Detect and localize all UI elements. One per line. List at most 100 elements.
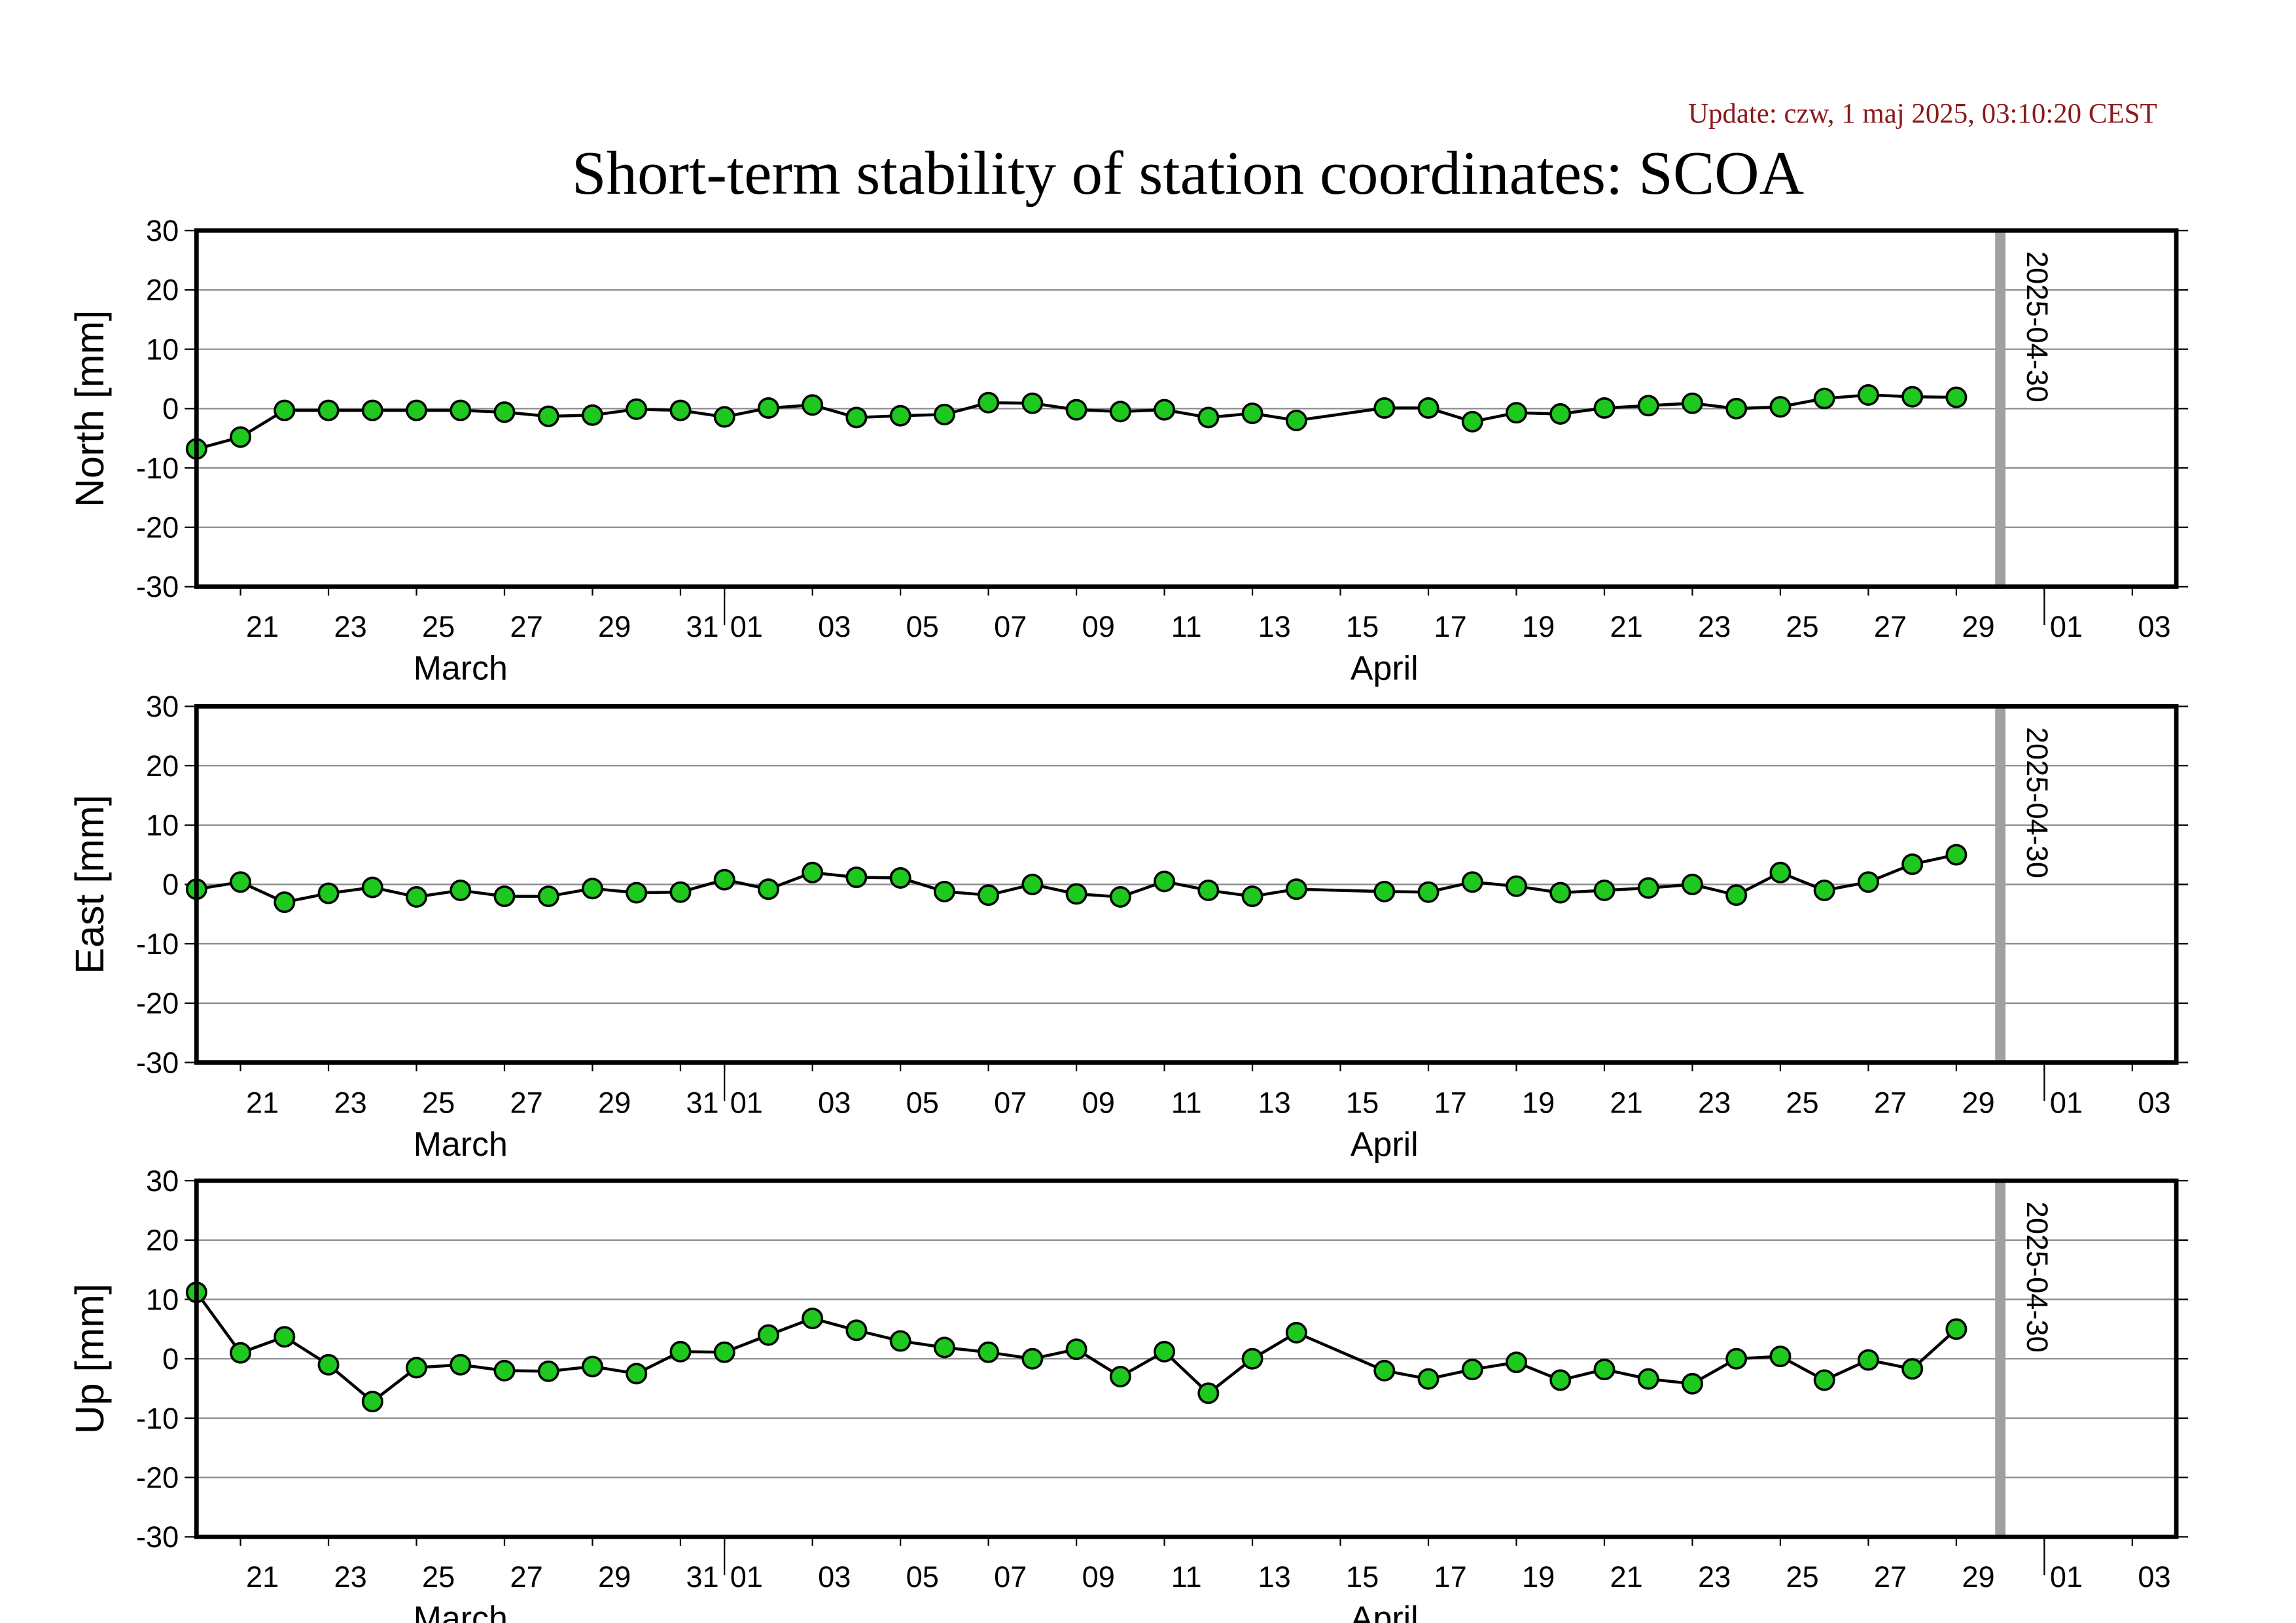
data-point xyxy=(757,878,779,901)
data-point xyxy=(1637,1368,1659,1390)
data-point xyxy=(1021,1347,1044,1370)
y-axis-label: North [mm] xyxy=(67,310,112,507)
series-line xyxy=(196,393,1956,451)
x-tick-label: 19 xyxy=(1522,610,1555,643)
update-note: Update: czw, 1 maj 2025, 03:10:20 CEST xyxy=(1688,98,2157,129)
x-tick-label: 27 xyxy=(510,610,543,643)
data-point xyxy=(1109,1365,1131,1387)
month-label: March xyxy=(414,1600,508,1623)
data-point xyxy=(1593,880,1616,901)
x-tick-label: 03 xyxy=(818,1560,851,1594)
x-tick-label: 15 xyxy=(1346,1560,1379,1594)
data-point xyxy=(1813,387,1835,410)
data-point xyxy=(230,426,252,448)
data-point xyxy=(626,882,648,904)
data-point xyxy=(1241,885,1263,908)
data-point xyxy=(1197,880,1220,901)
data-point xyxy=(933,403,955,425)
data-point xyxy=(757,1324,779,1346)
x-tick-label: 29 xyxy=(598,1086,631,1119)
x-tick-label: 25 xyxy=(1786,1086,1818,1119)
x-tick-label: 21 xyxy=(246,1560,279,1594)
data-point xyxy=(669,881,692,903)
data-point xyxy=(581,878,603,900)
data-point xyxy=(493,1359,516,1382)
x-tick-label: 25 xyxy=(1786,610,1818,643)
data-point xyxy=(845,406,868,429)
data-point xyxy=(1549,1369,1572,1391)
reference-label: 2025-04-30 xyxy=(2021,727,2054,878)
data-point xyxy=(1945,386,1968,408)
x-tick-label: 15 xyxy=(1346,1086,1379,1119)
x-tick-label: 05 xyxy=(906,610,939,643)
data-point xyxy=(626,398,648,420)
data-point xyxy=(450,1353,472,1376)
x-tick-label: 03 xyxy=(2138,1560,2170,1594)
x-tick-label: 27 xyxy=(1874,610,1907,643)
data-point xyxy=(1506,402,1527,424)
data-point xyxy=(802,394,824,416)
x-tick-label: 19 xyxy=(1522,1560,1555,1594)
data-point xyxy=(1285,878,1307,901)
x-tick-label: 03 xyxy=(2138,1086,2170,1119)
data-point xyxy=(1857,871,1879,893)
data-point xyxy=(1109,885,1131,908)
x-tick-label: 09 xyxy=(1082,1560,1115,1594)
x-tick-label: 29 xyxy=(598,1560,631,1594)
x-tick-label: 31 xyxy=(686,1560,718,1594)
data-point xyxy=(1725,397,1748,419)
chart-title: Short-term stability of station coordina… xyxy=(572,138,1804,207)
x-tick-label: 31 xyxy=(686,1086,718,1119)
x-tick-label: 03 xyxy=(2138,610,2170,643)
data-point xyxy=(1549,882,1572,904)
data-point xyxy=(1154,399,1176,421)
x-tick-label: 23 xyxy=(1698,1560,1731,1594)
data-point xyxy=(1417,1368,1439,1390)
data-point xyxy=(845,866,868,889)
data-point xyxy=(713,406,735,428)
data-point xyxy=(230,1342,252,1364)
data-point xyxy=(1637,395,1659,417)
y-tick-label: -10 xyxy=(136,1402,179,1435)
y-tick-label: 30 xyxy=(146,690,179,723)
x-tick-label: 23 xyxy=(1698,610,1731,643)
data-point xyxy=(889,1330,911,1352)
y-tick-label: -10 xyxy=(136,927,179,961)
data-point xyxy=(1549,403,1572,425)
reference-label: 2025-04-30 xyxy=(2021,1202,2054,1353)
x-tick-label: 01 xyxy=(730,1560,763,1594)
data-point xyxy=(978,884,1000,906)
x-tick-label: 01 xyxy=(2050,610,2083,643)
plot-frame xyxy=(194,1178,2179,1539)
data-point xyxy=(1901,385,1924,408)
data-point xyxy=(1241,402,1263,425)
x-tick-label: 27 xyxy=(510,1560,543,1594)
y-axis-label: Up [mm] xyxy=(67,1283,112,1434)
series-line xyxy=(195,1291,1958,1404)
x-tick-label: 09 xyxy=(1082,610,1115,643)
data-point xyxy=(1857,1349,1879,1371)
data-point xyxy=(889,404,911,427)
data-point xyxy=(1637,877,1659,899)
data-point xyxy=(1461,410,1483,433)
data-point xyxy=(1417,397,1439,419)
data-point xyxy=(1506,875,1527,897)
x-tick-label: 29 xyxy=(1962,610,1994,643)
data-point xyxy=(933,880,955,902)
x-tick-label: 11 xyxy=(1171,1086,1202,1119)
data-point xyxy=(1021,873,1044,895)
data-point xyxy=(1373,880,1396,902)
data-point xyxy=(1681,873,1703,895)
data-point xyxy=(845,1319,868,1342)
x-tick-label: 11 xyxy=(1171,1560,1202,1594)
data-point xyxy=(1725,1347,1748,1370)
x-tick-label: 25 xyxy=(422,1560,455,1594)
data-point xyxy=(802,861,824,883)
x-tick-label: 01 xyxy=(730,610,763,643)
x-tick-label: 15 xyxy=(1346,610,1379,643)
y-tick-label: 30 xyxy=(146,214,179,247)
data-point xyxy=(713,868,735,891)
x-tick-label: 05 xyxy=(906,1086,939,1119)
data-point xyxy=(1769,861,1792,883)
